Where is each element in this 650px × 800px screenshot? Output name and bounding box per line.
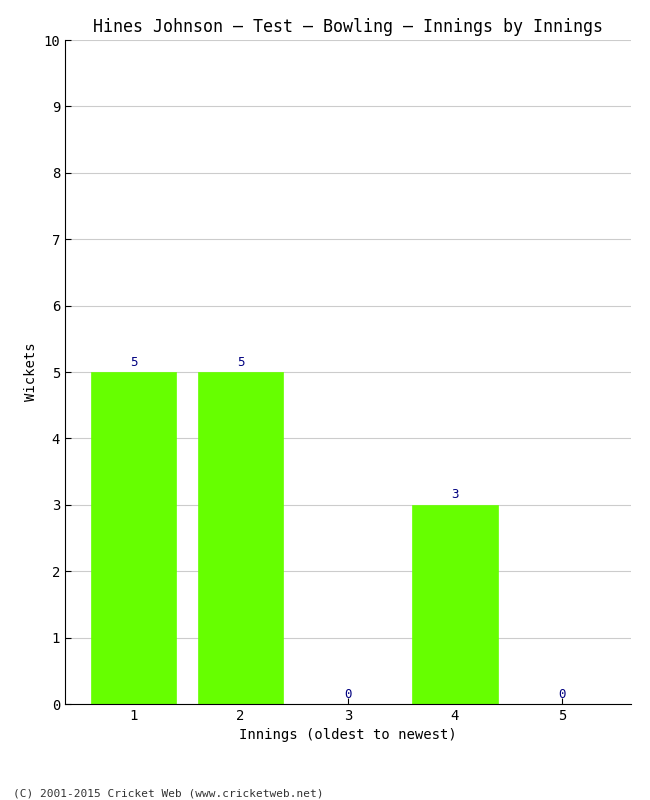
Text: 5: 5 bbox=[237, 356, 244, 369]
Text: 0: 0 bbox=[558, 688, 566, 701]
X-axis label: Innings (oldest to newest): Innings (oldest to newest) bbox=[239, 729, 456, 742]
Bar bbox=[412, 505, 498, 704]
Text: 5: 5 bbox=[130, 356, 137, 369]
Text: 3: 3 bbox=[451, 489, 459, 502]
Text: (C) 2001-2015 Cricket Web (www.cricketweb.net): (C) 2001-2015 Cricket Web (www.cricketwe… bbox=[13, 788, 324, 798]
Text: 0: 0 bbox=[344, 688, 352, 701]
Bar bbox=[198, 372, 283, 704]
Title: Hines Johnson – Test – Bowling – Innings by Innings: Hines Johnson – Test – Bowling – Innings… bbox=[93, 18, 603, 36]
Y-axis label: Wickets: Wickets bbox=[24, 342, 38, 402]
Bar bbox=[91, 372, 176, 704]
